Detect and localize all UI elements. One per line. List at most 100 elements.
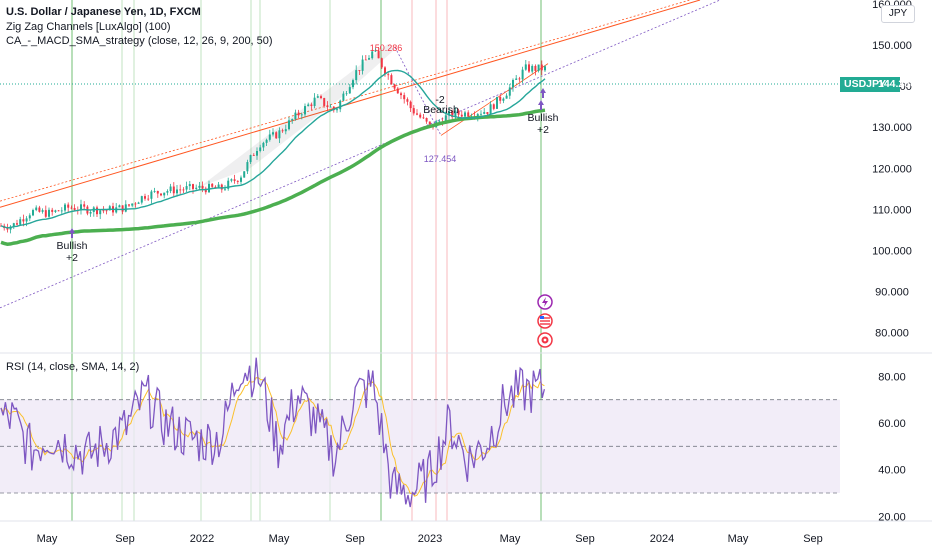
candle-body — [489, 104, 492, 115]
time-tick-label: Sep — [575, 533, 595, 545]
candle-body — [297, 112, 300, 116]
channel-line — [394, 47, 442, 136]
time-tick-label: 2022 — [190, 533, 214, 545]
candle-body — [262, 142, 265, 148]
time-tick-label: May — [728, 533, 749, 545]
candle-body — [304, 106, 306, 115]
candle-body — [192, 184, 194, 189]
chart-annotation: -2 — [435, 94, 444, 106]
candle-body — [246, 162, 249, 172]
candle-body — [377, 50, 380, 59]
price-tick-label: 120.000 — [872, 163, 912, 175]
candle-body — [44, 210, 47, 217]
candle-body — [166, 191, 169, 193]
candle-body — [428, 121, 431, 125]
candle-body — [121, 205, 124, 212]
candle-body — [124, 204, 127, 212]
candle-body — [329, 106, 332, 108]
lightning-icon[interactable] — [537, 294, 553, 310]
candle-body — [454, 110, 457, 118]
candle-body — [380, 58, 383, 68]
candle-body — [217, 184, 220, 189]
candle-body — [499, 96, 502, 101]
candle-body — [150, 191, 153, 199]
rsi-tick-label: 60.00 — [878, 418, 906, 430]
candle-body — [96, 207, 98, 215]
candle-body — [275, 132, 278, 139]
symbol-title[interactable]: U.S. Dollar / Japanese Yen, 1D, FXCM — [6, 6, 201, 18]
target-icon[interactable] — [537, 332, 553, 348]
candle-body — [67, 204, 70, 208]
candle-body — [54, 210, 57, 212]
candle-body — [51, 209, 54, 212]
channel-line — [0, 0, 701, 208]
rsi-indicator-label[interactable]: RSI (14, close, SMA, 14, 2) — [6, 361, 140, 373]
candle-body — [512, 79, 514, 88]
currency-button[interactable]: JPY — [881, 5, 915, 23]
candle-body — [531, 65, 534, 72]
candle-body — [236, 180, 239, 182]
us-flag-icon[interactable] — [537, 313, 553, 329]
candle-body — [108, 206, 111, 211]
candle-body — [508, 87, 511, 96]
candle-body — [73, 207, 76, 211]
macd-strategy-label[interactable]: CA_-_MACD_SMA_strategy (close, 12, 26, 9… — [6, 35, 273, 47]
candle-body — [464, 112, 466, 117]
candle-body — [278, 130, 281, 139]
candle-body — [339, 100, 342, 110]
time-tick-label: 2023 — [418, 533, 442, 545]
candle-body — [227, 180, 230, 189]
price-pane[interactable]: 80.000 90.000 100.000 110.000 120.000 130.000… — [0, 0, 912, 521]
candle-body — [352, 80, 354, 88]
buy-arrow-icon — [69, 228, 75, 238]
candle-body — [80, 204, 82, 211]
candle-body — [195, 187, 198, 189]
candle-body — [99, 210, 102, 215]
rsi-pane[interactable]: 20.00 40.00 60.00 80.00 — [0, 357, 906, 524]
candle-body — [438, 121, 441, 123]
candle-body — [131, 203, 134, 206]
candle-body — [540, 64, 543, 71]
candle-body — [374, 50, 377, 52]
candle-body — [147, 198, 150, 200]
candle-body — [291, 119, 294, 121]
price-tick-label: 90.000 — [875, 286, 909, 298]
candle-body — [400, 93, 402, 96]
candle-body — [134, 203, 137, 205]
candle-body — [444, 115, 447, 124]
candle-body — [534, 65, 537, 71]
candle-body — [448, 110, 450, 116]
candle-body — [105, 210, 108, 212]
candle-body — [524, 64, 527, 70]
candle-body — [32, 210, 34, 216]
candle-body — [156, 191, 159, 194]
candle-body — [118, 205, 121, 208]
candle-body — [268, 134, 271, 140]
sma-50-line — [0, 69, 546, 229]
candle-body — [70, 207, 73, 209]
time-tick-label: 2024 — [650, 533, 674, 545]
candle-body — [172, 186, 175, 194]
candle-body — [332, 106, 335, 111]
candle-body — [457, 110, 460, 115]
candle-body — [518, 78, 521, 80]
candle-body — [544, 66, 546, 71]
candle-body — [153, 191, 156, 192]
candle-body — [144, 196, 146, 199]
candle-body — [243, 171, 246, 178]
time-axis[interactable]: May Sep 2022 May Sep 2023 May Sep 2024 May Sep — [37, 533, 823, 545]
time-tick-label: Sep — [803, 533, 823, 545]
candle-body — [480, 113, 482, 115]
zigzag-indicator-label[interactable]: Zig Zag Channels [LuxAlgo] (100) — [6, 21, 171, 33]
candle-body — [422, 117, 425, 119]
candle-body — [393, 84, 396, 89]
candle-body — [48, 209, 50, 217]
time-tick-label: May — [269, 533, 290, 545]
candle-body — [409, 101, 412, 109]
candle-body — [198, 185, 201, 188]
price-tag-value: 144.280 — [878, 78, 916, 90]
candle-body — [300, 114, 303, 116]
candle-body — [384, 67, 386, 75]
time-tick-label: Sep — [345, 533, 365, 545]
